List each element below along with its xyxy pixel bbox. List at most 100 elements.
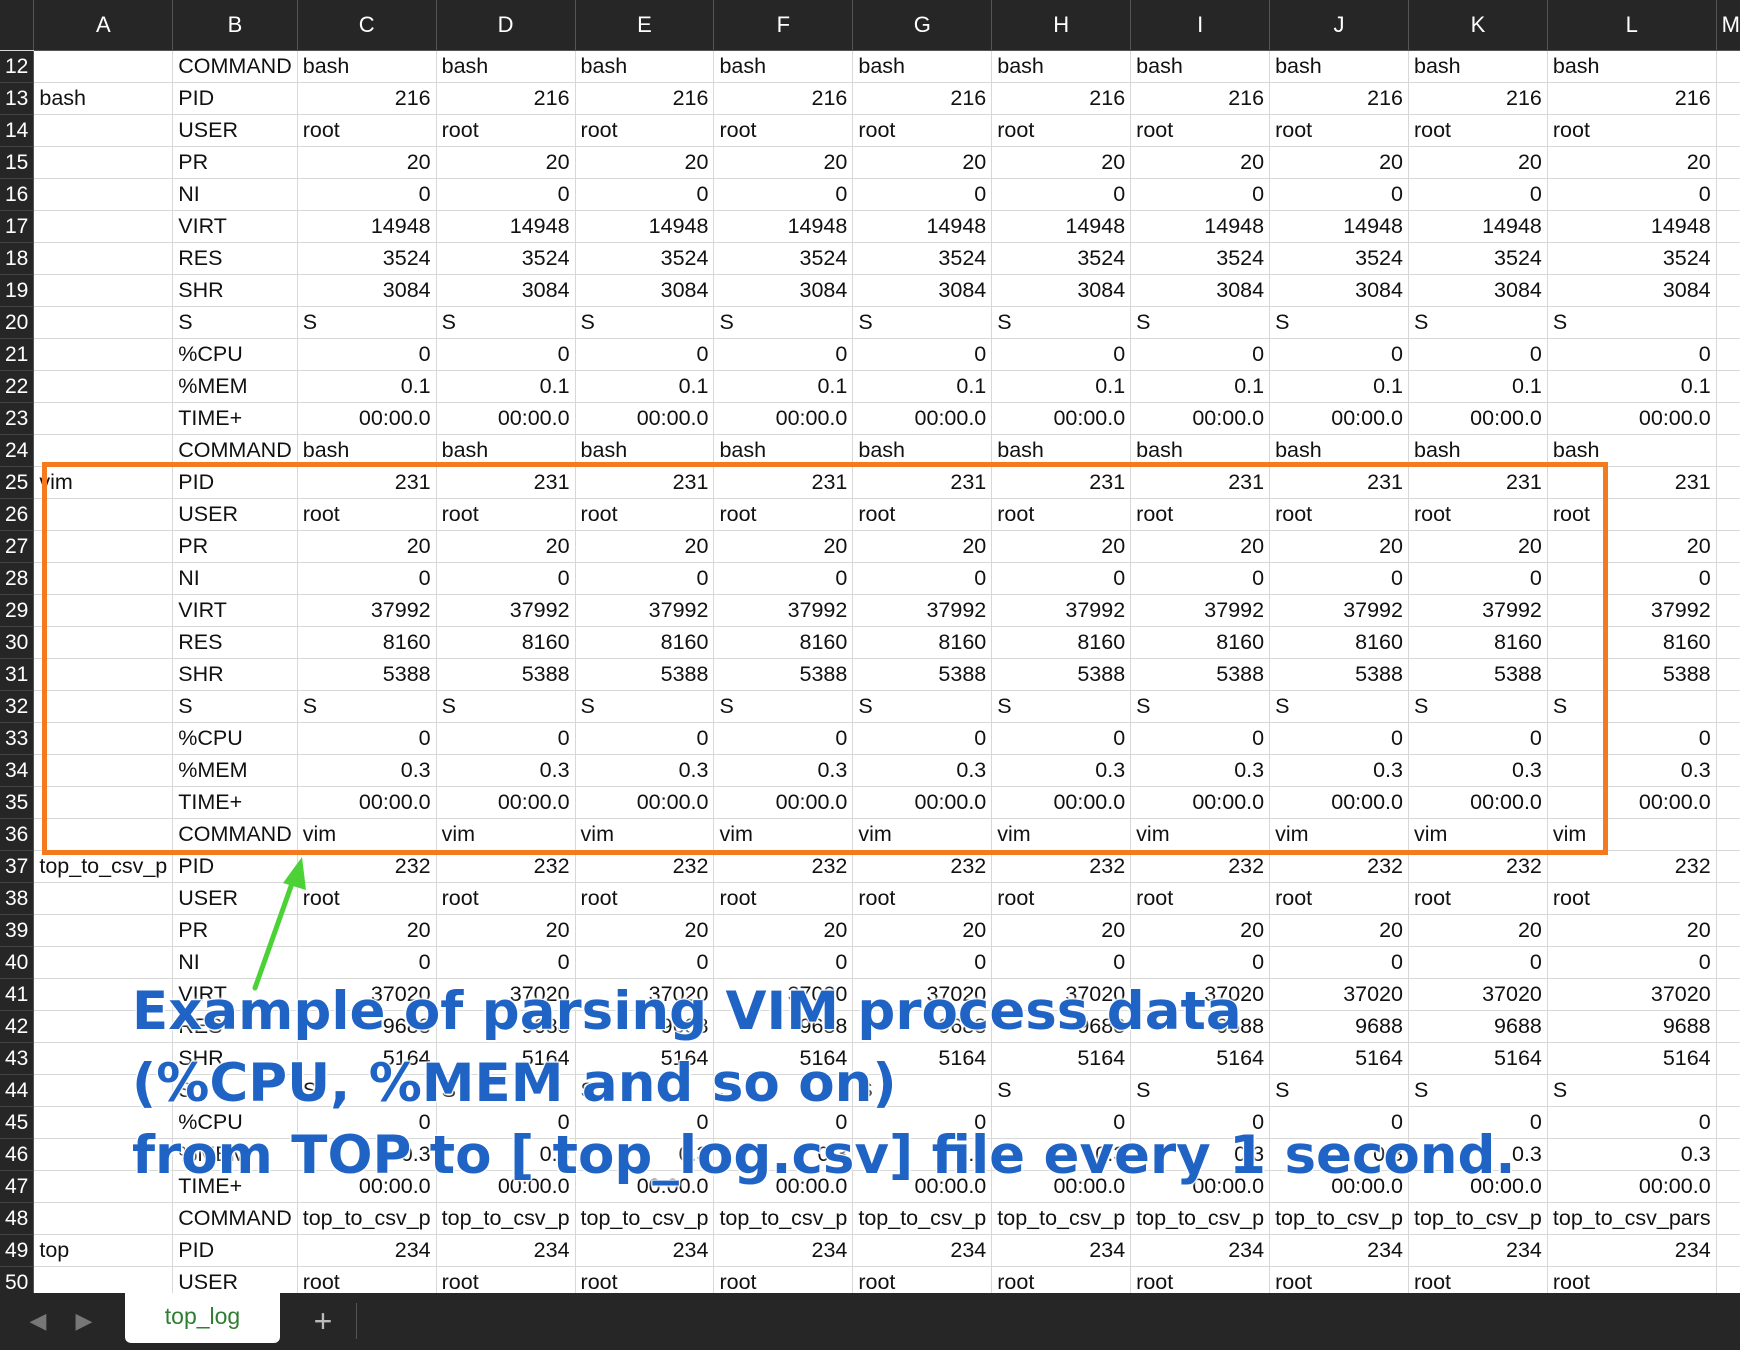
cell-value[interactable]: 232 [1547, 850, 1717, 883]
row-header[interactable]: 34 [0, 754, 35, 787]
cell-value[interactable]: S [1547, 1074, 1717, 1107]
cell-value[interactable]: 20 [991, 914, 1132, 947]
cell-field-name[interactable]: PID [172, 466, 298, 499]
cell-value[interactable]: 00:00.0 [575, 786, 715, 819]
cell-process-name[interactable] [33, 242, 174, 275]
cell-value[interactable]: S [713, 306, 854, 339]
cell-process-name[interactable] [33, 146, 174, 179]
cell-value[interactable]: S [436, 1074, 576, 1107]
cell-value[interactable]: vim [1547, 818, 1717, 851]
row-header[interactable]: 32 [0, 690, 35, 723]
cell-value[interactable]: 232 [713, 850, 854, 883]
cell-empty[interactable] [1716, 530, 1740, 563]
cell-empty[interactable] [1716, 882, 1740, 915]
cell-process-name[interactable] [33, 722, 174, 755]
cell-process-name[interactable] [33, 114, 174, 147]
cell-value[interactable]: bash [713, 50, 854, 83]
cell-value[interactable]: 234 [297, 1234, 437, 1267]
cell-value[interactable]: 37020 [991, 978, 1132, 1011]
row-header[interactable]: 17 [0, 210, 35, 243]
cell-value[interactable]: 37992 [1408, 594, 1548, 627]
cell-value[interactable]: 0.3 [1408, 754, 1548, 787]
cell-empty[interactable] [1716, 210, 1740, 243]
cell-value[interactable]: root [436, 114, 576, 147]
cell-value[interactable]: 9688 [297, 1010, 437, 1043]
cell-value[interactable]: bash [852, 434, 993, 467]
cell-field-name[interactable]: NI [172, 178, 298, 211]
row-header[interactable]: 20 [0, 306, 35, 339]
cell-value[interactable]: 9688 [1269, 1010, 1409, 1043]
cell-value[interactable]: 0.3 [1547, 754, 1717, 787]
cell-field-name[interactable]: PR [172, 146, 298, 179]
cell-value[interactable]: 0 [436, 338, 576, 371]
cell-process-name[interactable] [33, 402, 174, 435]
cell-value[interactable]: S [1408, 306, 1548, 339]
cell-field-name[interactable]: NI [172, 946, 298, 979]
cell-value[interactable]: 20 [1547, 914, 1717, 947]
column-header-d[interactable]: D [436, 0, 576, 51]
cell-value[interactable]: 00:00.0 [297, 786, 437, 819]
cell-value[interactable]: 0 [436, 946, 576, 979]
cell-process-name[interactable] [33, 306, 174, 339]
cell-value[interactable]: 37020 [852, 978, 993, 1011]
column-header-i[interactable]: I [1130, 0, 1271, 51]
cell-value[interactable]: 0.3 [436, 754, 576, 787]
cell-value[interactable]: root [1130, 882, 1271, 915]
cell-value[interactable]: 232 [852, 850, 993, 883]
cell-value[interactable]: 3084 [297, 274, 437, 307]
cell-field-name[interactable]: SHR [172, 1042, 298, 1075]
cell-value[interactable]: root [1547, 114, 1717, 147]
cell-value[interactable]: S [575, 1074, 715, 1107]
cell-process-name[interactable] [33, 498, 174, 531]
cell-value[interactable]: 37020 [1269, 978, 1409, 1011]
cell-value[interactable]: 232 [436, 850, 576, 883]
cell-value[interactable]: root [575, 882, 715, 915]
row-header[interactable]: 22 [0, 370, 35, 403]
cell-value[interactable]: 231 [852, 466, 993, 499]
cell-process-name[interactable] [33, 50, 174, 83]
cell-value[interactable]: 0.1 [297, 370, 437, 403]
cell-value[interactable]: 00:00.0 [713, 402, 854, 435]
cell-process-name[interactable] [33, 178, 174, 211]
sheet-tab-top-log[interactable]: top_log [125, 1293, 280, 1343]
cell-empty[interactable] [1716, 402, 1740, 435]
cell-value[interactable]: root [991, 114, 1132, 147]
cell-value[interactable]: root [1130, 1266, 1271, 1293]
cell-value[interactable]: 0 [852, 722, 993, 755]
cell-empty[interactable] [1716, 690, 1740, 723]
cell-value[interactable]: 234 [713, 1234, 854, 1267]
row-header[interactable]: 46 [0, 1138, 35, 1171]
cell-value[interactable]: 231 [436, 466, 576, 499]
cell-value[interactable]: 14948 [1269, 210, 1409, 243]
cell-field-name[interactable]: TIME+ [172, 1170, 298, 1203]
column-header-c[interactable]: C [297, 0, 437, 51]
cell-value[interactable]: 8160 [713, 626, 854, 659]
cell-process-name[interactable]: top_to_csv_p [33, 850, 174, 883]
cell-value[interactable]: root [852, 882, 993, 915]
cell-value[interactable]: S [1547, 306, 1717, 339]
cell-value[interactable]: 8160 [1547, 626, 1717, 659]
cell-empty[interactable] [1716, 946, 1740, 979]
cell-field-name[interactable]: PR [172, 530, 298, 563]
cell-value[interactable]: 37020 [713, 978, 854, 1011]
cell-value[interactable]: 20 [713, 146, 854, 179]
cell-value[interactable]: 216 [1269, 82, 1409, 115]
cell-value[interactable]: bash [1408, 434, 1548, 467]
cell-process-name[interactable] [33, 338, 174, 371]
cell-value[interactable]: vim [852, 818, 993, 851]
cell-value[interactable]: 234 [1547, 1234, 1717, 1267]
cell-value[interactable]: bash [991, 434, 1132, 467]
cell-value[interactable]: 0.3 [1130, 754, 1271, 787]
cell-value[interactable]: 5164 [1269, 1042, 1409, 1075]
cell-value[interactable]: top_to_csv_p [1269, 1202, 1409, 1235]
cell-value[interactable]: bash [991, 50, 1132, 83]
cell-value[interactable]: 0 [1547, 178, 1717, 211]
row-header[interactable]: 19 [0, 274, 35, 307]
cell-process-name[interactable]: vim [33, 466, 174, 499]
cell-process-name[interactable] [33, 818, 174, 851]
cell-empty[interactable] [1716, 434, 1740, 467]
cell-value[interactable]: 0.3 [991, 1138, 1132, 1171]
cell-empty[interactable] [1716, 466, 1740, 499]
cell-value[interactable]: bash [1269, 434, 1409, 467]
cell-value[interactable]: 37020 [1408, 978, 1548, 1011]
